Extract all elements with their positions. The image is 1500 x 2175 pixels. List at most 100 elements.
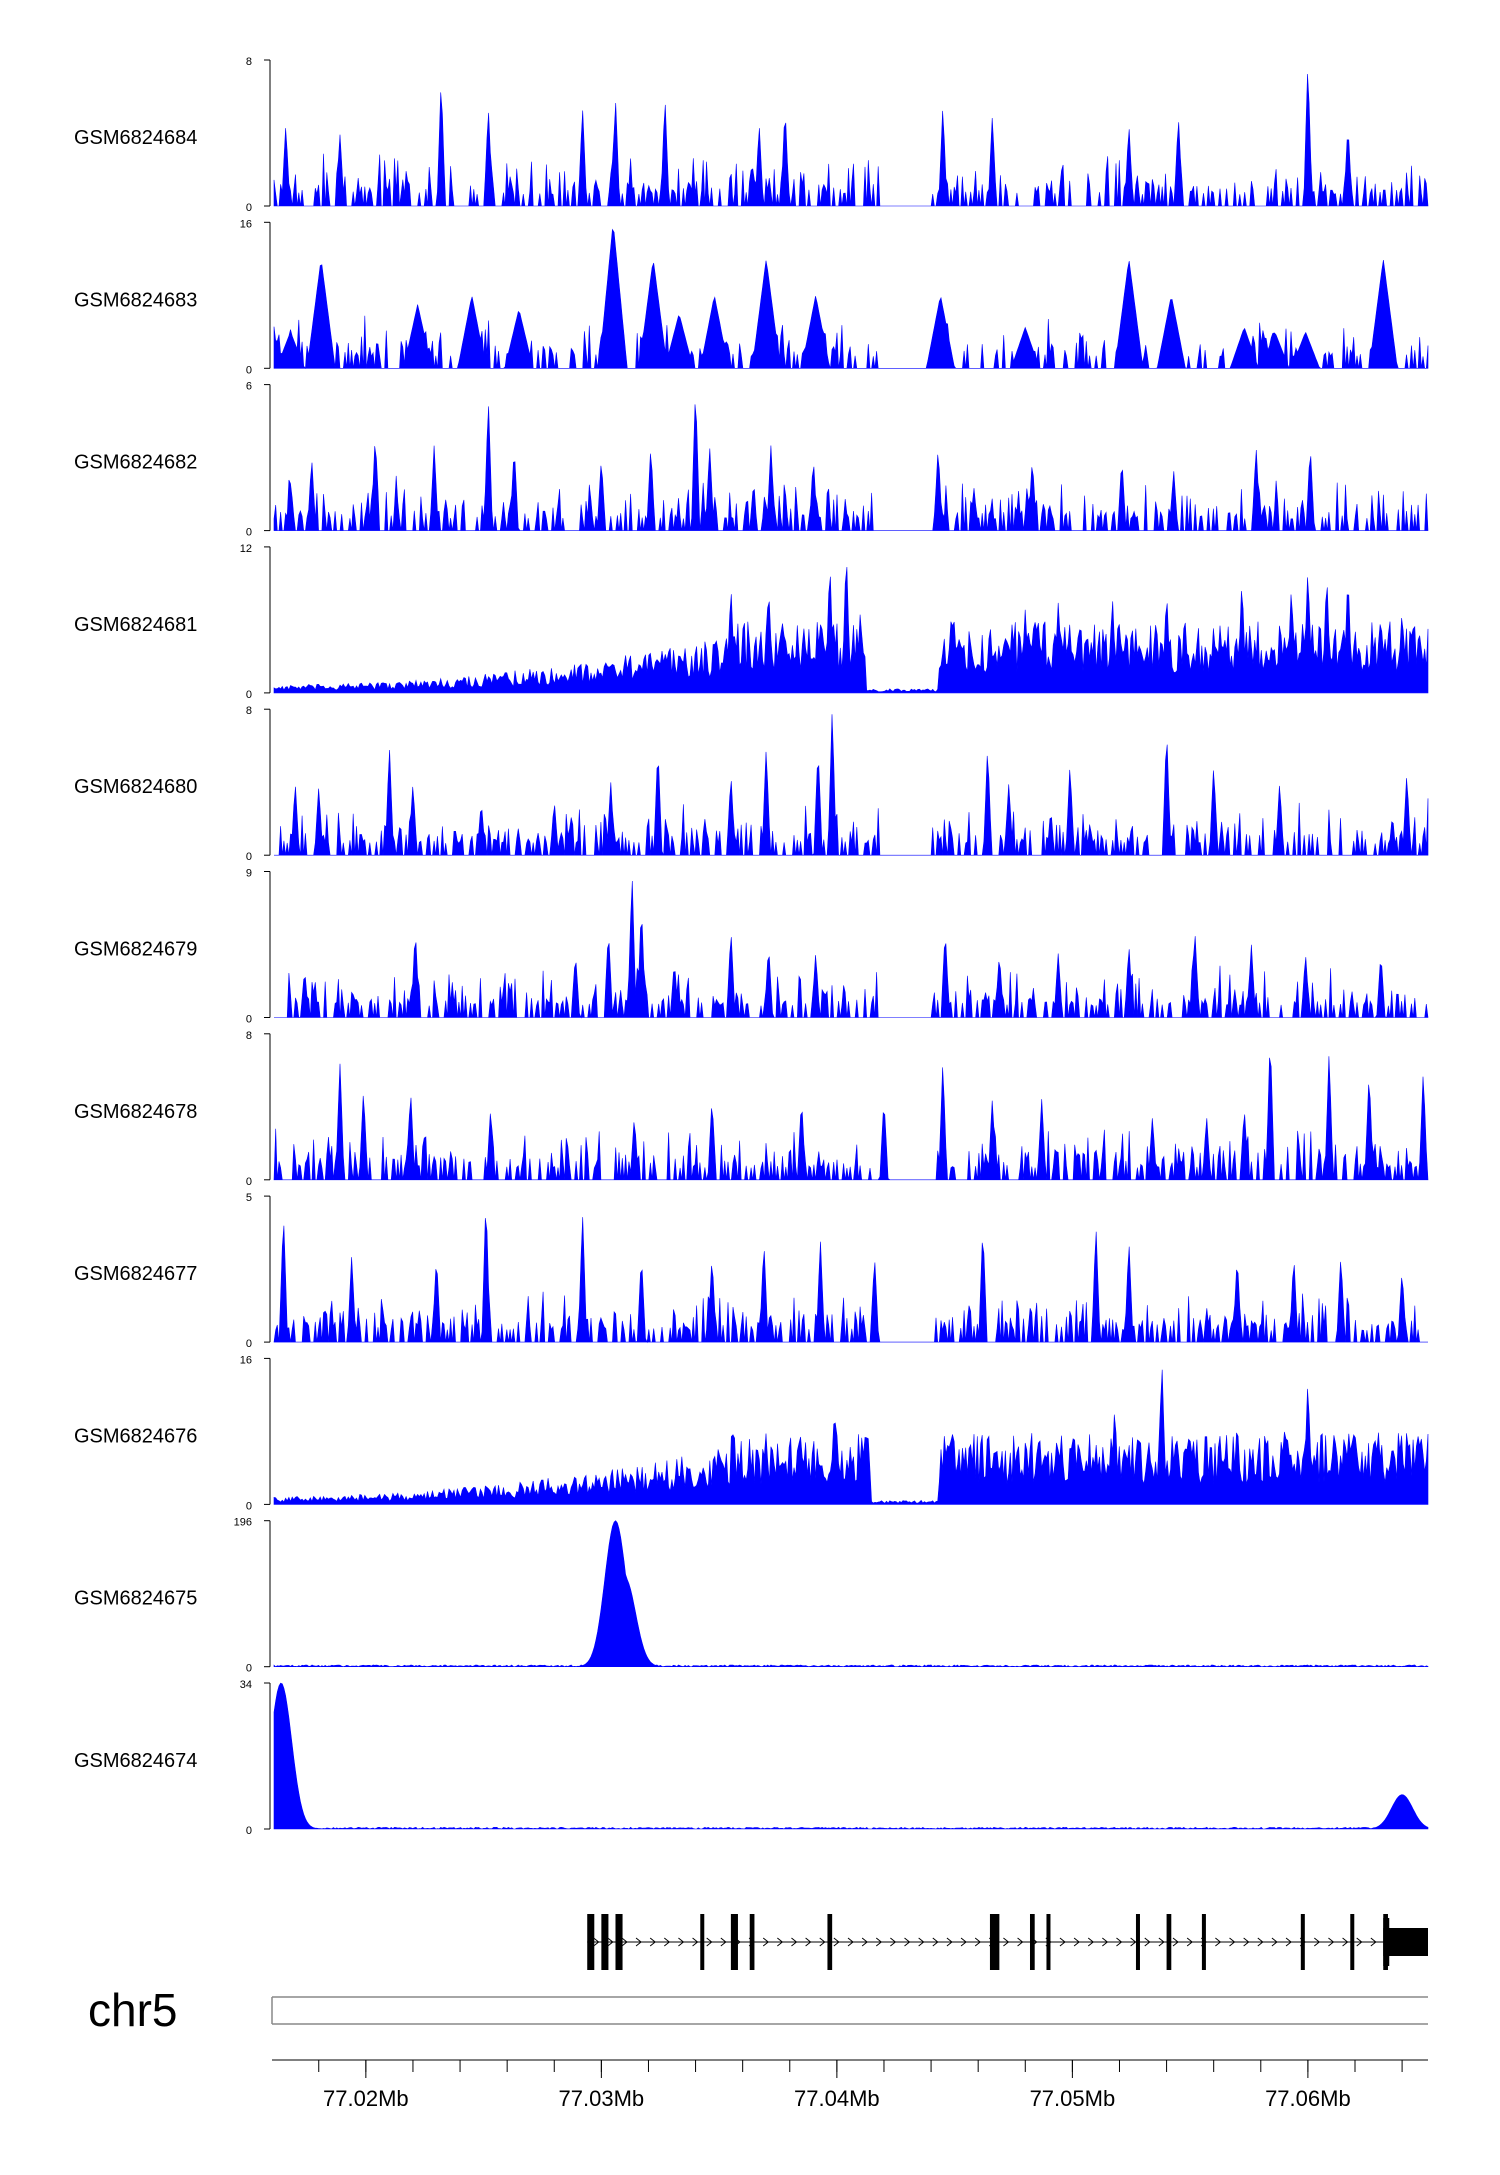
strand-arrow [678, 1937, 685, 1947]
strand-arrow [1144, 1937, 1151, 1947]
strand-arrow [1313, 1937, 1321, 1947]
strand-arrow [1003, 1937, 1010, 1947]
exon [587, 1914, 595, 1970]
track-label: GSM6824674 [74, 1750, 197, 1772]
track-area [273, 566, 1429, 694]
track-label: GSM6824678 [74, 1101, 197, 1123]
y-tick-label-max: 8 [246, 705, 252, 717]
track-area [273, 1682, 1429, 1830]
strand-arrow [1172, 1937, 1179, 1947]
strand-arrow [663, 1937, 671, 1947]
strand-arrow [607, 1937, 614, 1947]
y-tick-label-max: 12 [240, 543, 252, 555]
exon [601, 1914, 609, 1970]
x-tick-label: 77.06Mb [1265, 2086, 1351, 2111]
strand-arrow [1328, 1937, 1335, 1947]
track-gsm6824676: GSM6824676 16 0 [74, 1354, 1429, 1512]
utr-block [1383, 1928, 1428, 1956]
exon [749, 1914, 755, 1970]
strand-arrow [1271, 1937, 1278, 1947]
track-label: GSM6824684 [74, 127, 197, 149]
x-tick-label: 77.02Mb [323, 2086, 409, 2111]
strand-arrow [918, 1937, 925, 1947]
track-label: GSM6824683 [74, 289, 197, 311]
y-tick-label-max: 34 [240, 1679, 252, 1691]
exon [1300, 1914, 1305, 1970]
strand-arrow [777, 1937, 784, 1947]
track-gsm6824675: GSM6824675 196 0 [74, 1517, 1429, 1675]
exon [1201, 1914, 1206, 1970]
track-label: GSM6824677 [74, 1263, 197, 1285]
genomic-axis: 77.02Mb 77.03Mb 77.04Mb 77.05Mb 77.06Mb [271, 1996, 1428, 2111]
strand-arrow [1229, 1937, 1236, 1947]
track-gsm6824674: GSM6824674 34 0 [74, 1679, 1429, 1837]
y-tick-label-max: 8 [246, 1030, 252, 1042]
strand-arrow [762, 1937, 770, 1947]
y-tick-label-max: 16 [240, 1354, 252, 1366]
track-area [274, 714, 1429, 856]
track-label: GSM6824676 [74, 1425, 197, 1447]
strand-arrow [847, 1937, 854, 1947]
strand-arrow [1186, 1937, 1193, 1947]
track-label: GSM6824682 [74, 452, 197, 474]
exon [1166, 1914, 1172, 1970]
strand-arrow [621, 1937, 628, 1947]
track-area [273, 1520, 1429, 1668]
y-tick-label-min: 0 [246, 1663, 252, 1675]
strand-arrow [875, 1937, 883, 1947]
strand-arrow [890, 1937, 897, 1947]
track-area [273, 73, 1429, 207]
strand-arrow [1257, 1937, 1264, 1947]
strand-arrow [1073, 1937, 1080, 1947]
strand-arrow [1215, 1937, 1222, 1947]
y-tick-label-min: 0 [246, 1338, 252, 1350]
strand-arrow [1370, 1937, 1377, 1947]
gene-model [587, 1914, 1428, 1970]
x-tick-label: 77.03Mb [559, 2086, 645, 2111]
strand-arrow [1017, 1937, 1024, 1947]
strand-arrow [593, 1937, 600, 1947]
strand-arrow [904, 1937, 911, 1947]
exon [1350, 1914, 1355, 1970]
strand-arrow [1342, 1937, 1349, 1947]
strand-arrow [946, 1937, 953, 1947]
track-gsm6824680: GSM6824680 8 0 [74, 705, 1429, 863]
y-tick-label-min: 0 [246, 1176, 252, 1188]
strand-arrow [819, 1937, 826, 1947]
track-label: GSM6824675 [74, 1588, 197, 1610]
y-tick-label-max: 5 [246, 1192, 252, 1204]
strand-arrow [692, 1937, 699, 1947]
track-area [273, 1369, 1429, 1505]
y-tick-label-max: 196 [234, 1517, 252, 1529]
strand-arrow [720, 1937, 727, 1947]
strand-arrow [1158, 1937, 1165, 1947]
y-tick-label-min: 0 [246, 851, 252, 863]
x-tick-label: 77.04Mb [794, 2086, 880, 2111]
y-tick-label-min: 0 [246, 202, 252, 214]
strand-arrow [791, 1937, 798, 1947]
track-gsm6824679: GSM6824679 9 0 [74, 868, 1429, 1026]
track-label: GSM6824680 [74, 776, 197, 798]
tracks-layer: GSM682468480GSM6824683160GSM682468260GSM… [74, 56, 1429, 1837]
exon [730, 1914, 738, 1970]
strand-arrow [1116, 1937, 1123, 1947]
track-area [273, 404, 1429, 531]
strand-arrow [1102, 1937, 1109, 1947]
chromosome-label: chr5 [88, 1984, 177, 2036]
strand-arrow [1059, 1937, 1066, 1947]
track-area [273, 1056, 1429, 1181]
x-tick-label: 77.05Mb [1030, 2086, 1116, 2111]
strand-arrow [1087, 1937, 1095, 1947]
y-tick-label-max: 6 [246, 381, 252, 393]
exon [1029, 1914, 1035, 1970]
exon [1135, 1914, 1140, 1970]
utr-exon-edge [1383, 1918, 1390, 1966]
strand-arrow [861, 1937, 868, 1947]
track-gsm6824682: GSM6824682 6 0 [74, 381, 1429, 539]
y-tick-label-max: 9 [246, 868, 252, 880]
strand-arrow [649, 1937, 656, 1947]
y-tick-label-min: 0 [246, 364, 252, 376]
y-tick-label-max: 16 [240, 218, 252, 230]
